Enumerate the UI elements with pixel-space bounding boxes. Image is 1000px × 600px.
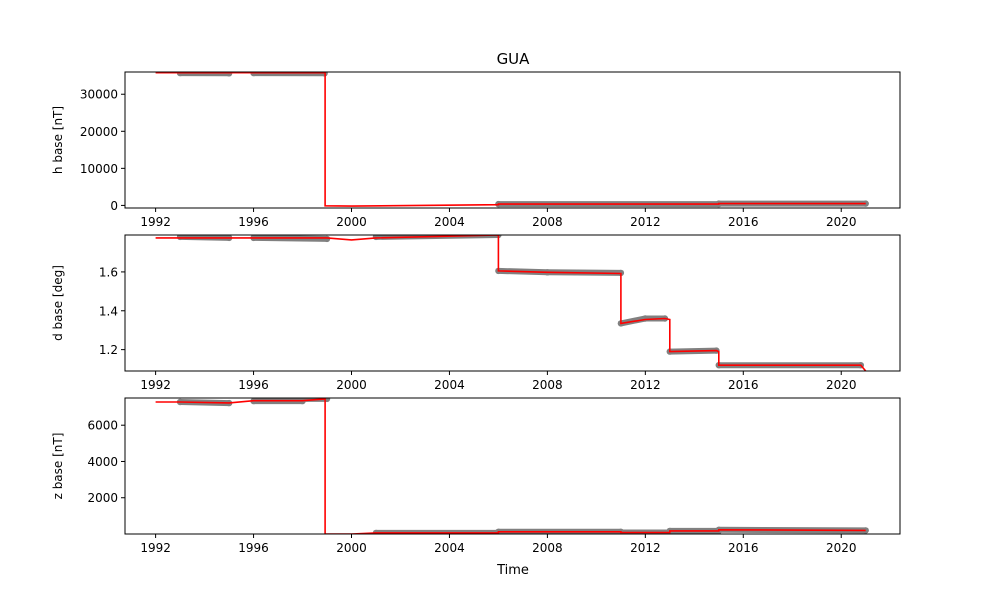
z-y-axis-label: z base [nT] bbox=[51, 433, 65, 500]
z-baseline-line bbox=[155, 398, 866, 534]
h-x-tick-label: 2012 bbox=[630, 215, 661, 229]
d-baseline-line bbox=[155, 235, 867, 371]
d-y-tick-label: 1.2 bbox=[99, 343, 118, 357]
subplot-d-base: 1992 1996 2000 2004 2008 2012 2016 2020 1.2 1.4 1.… bbox=[51, 234, 901, 392]
h-y-tick-label: 30000 bbox=[80, 88, 118, 102]
d-x-tick-label: 2008 bbox=[532, 378, 563, 392]
d-axes-frame bbox=[124, 234, 901, 372]
z-y-tick-label: 6000 bbox=[87, 419, 118, 433]
h-y-tick-label: 20000 bbox=[80, 125, 118, 139]
z-y-tick-label: 4000 bbox=[87, 455, 118, 469]
h-x-tick-label: 1992 bbox=[140, 215, 171, 229]
d-x-tick-label: 2004 bbox=[434, 378, 465, 392]
h-x-tick-label: 2008 bbox=[532, 215, 563, 229]
z-x-tick-label: 2008 bbox=[532, 541, 563, 555]
d-x-tick-label: 2012 bbox=[630, 378, 661, 392]
h-x-tick-label: 2016 bbox=[728, 215, 759, 229]
z-x-tick-label: 2004 bbox=[434, 541, 465, 555]
h-x-tick-label: 2004 bbox=[434, 215, 465, 229]
z-x-tick-label: 2012 bbox=[630, 541, 661, 555]
subplot-z-base: 1992 1996 2000 2004 2008 2012 2016 2020 2000 4000… bbox=[51, 397, 901, 555]
h-plot-area bbox=[155, 72, 869, 208]
h-y-tick-label: 0 bbox=[110, 199, 118, 213]
d-x-tick-label: 1996 bbox=[238, 378, 269, 392]
d-x-tick-label: 2020 bbox=[826, 378, 857, 392]
z-x-tick-label: 2020 bbox=[826, 541, 857, 555]
z-x-tick-label: 2016 bbox=[728, 541, 759, 555]
x-axis-label: Time bbox=[496, 563, 529, 578]
h-x-tick-label: 1996 bbox=[238, 215, 269, 229]
d-x-tick-label: 2016 bbox=[728, 378, 759, 392]
figure-title: GUA bbox=[497, 50, 531, 68]
subplot-h-base: 1992 1996 2000 2004 2008 2012 2016 2020 0 10000 20… bbox=[51, 71, 901, 229]
h-axes-frame bbox=[124, 71, 901, 209]
h-baseline-line bbox=[155, 72, 866, 207]
z-x-tick-label: 1992 bbox=[140, 541, 171, 555]
z-plot-area bbox=[155, 398, 869, 534]
d-plot-area bbox=[155, 235, 867, 371]
h-x-tick-label: 2000 bbox=[336, 215, 367, 229]
z-x-tick-label: 1996 bbox=[238, 541, 269, 555]
h-y-tick-label: 10000 bbox=[80, 162, 118, 176]
d-y-tick-label: 1.6 bbox=[99, 265, 118, 279]
d-x-tick-label: 2000 bbox=[336, 378, 367, 392]
z-x-tick-label: 2000 bbox=[336, 541, 367, 555]
d-y-tick-label: 1.4 bbox=[99, 304, 118, 318]
z-axes-frame bbox=[124, 397, 901, 535]
h-y-axis-label: h base [nT] bbox=[51, 106, 65, 174]
d-observed-point bbox=[323, 235, 331, 243]
d-observed-point bbox=[642, 315, 649, 322]
h-x-tick-label: 2020 bbox=[826, 215, 857, 229]
d-y-axis-label: d base [deg] bbox=[51, 265, 65, 341]
z-y-tick-label: 2000 bbox=[87, 491, 118, 505]
d-x-tick-label: 1992 bbox=[140, 378, 171, 392]
